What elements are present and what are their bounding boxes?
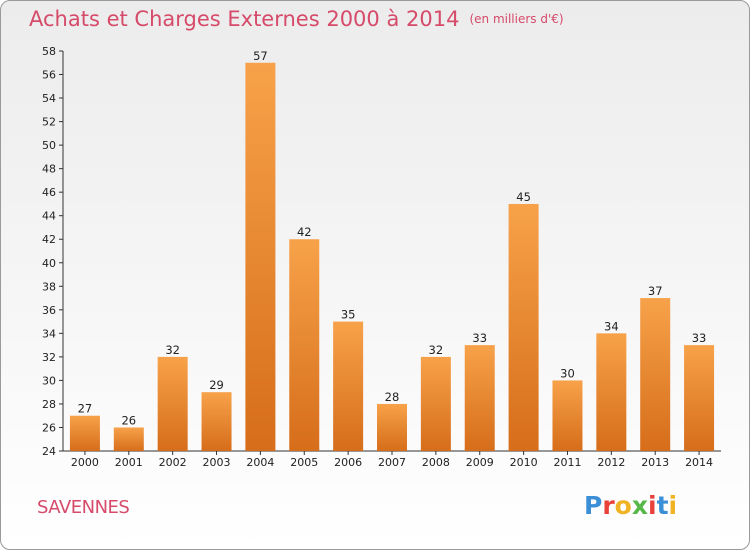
value-label-2003: 29 xyxy=(209,378,224,392)
value-label-2002: 32 xyxy=(165,343,180,357)
value-label-2008: 32 xyxy=(429,343,444,357)
logo-letter: P xyxy=(584,491,603,520)
bar-2005 xyxy=(289,239,320,451)
value-label-2014: 33 xyxy=(692,331,707,345)
y-tick-label: 34 xyxy=(42,327,56,340)
bar-2010 xyxy=(508,203,539,451)
axes: 24 26 28 30 32 34 36 38 40 42 44 46 48 50 52 54 56 58 2000… xyxy=(42,45,721,469)
x-tick-label: 2006 xyxy=(334,456,362,469)
proxiti-logo: Proxiti xyxy=(584,491,677,520)
x-tick-label: 2007 xyxy=(378,456,406,469)
y-tick-label: 24 xyxy=(42,445,56,458)
value-label-2010: 45 xyxy=(516,190,531,204)
x-tick-label: 2005 xyxy=(290,456,318,469)
y-tick-label: 40 xyxy=(42,257,56,270)
data-labels: 27 26 32 29 57 42 35 28 32 33 45 30 34 37 33 xyxy=(78,49,707,428)
y-tick-label: 56 xyxy=(42,69,56,82)
y-tick-label: 44 xyxy=(42,210,56,223)
bar-2003 xyxy=(201,392,232,451)
logo-letter: t xyxy=(656,491,669,520)
y-tick-label: 30 xyxy=(42,374,56,387)
logo-letter: i xyxy=(648,491,657,520)
y-tick-label: 36 xyxy=(42,304,56,317)
value-label-2011: 30 xyxy=(560,366,575,380)
logo-letter: i xyxy=(668,491,678,520)
value-label-2004: 57 xyxy=(253,49,268,63)
bars xyxy=(69,62,715,451)
x-tick-label: 2001 xyxy=(115,456,143,469)
y-tick-label: 58 xyxy=(42,45,56,58)
city-name: SAVENNES xyxy=(37,497,130,518)
x-tick-label: 2004 xyxy=(246,456,274,469)
value-label-2005: 42 xyxy=(297,225,312,239)
y-tick-label: 28 xyxy=(42,398,56,411)
bar-2014 xyxy=(684,345,715,451)
x-tick-label: 2008 xyxy=(422,456,450,469)
x-tick-label: 2012 xyxy=(597,456,625,469)
bar-2008 xyxy=(420,356,451,451)
title-unit: (en milliers d'€) xyxy=(469,12,564,26)
logo-letter: r xyxy=(602,491,615,520)
bar-2007 xyxy=(377,403,407,451)
y-tick-label: 54 xyxy=(42,92,56,105)
y-tick-label: 38 xyxy=(42,280,56,293)
value-label-2000: 27 xyxy=(78,402,93,416)
x-tick-label: 2009 xyxy=(466,456,494,469)
value-label-2012: 34 xyxy=(604,319,619,333)
bar-2001 xyxy=(113,427,144,451)
bar-2009 xyxy=(464,345,495,451)
title-text: Achats et Charges Externes 2000 à 2014 xyxy=(29,7,460,31)
value-label-2009: 33 xyxy=(472,331,487,345)
y-tick-label: 50 xyxy=(42,139,56,152)
bar-2002 xyxy=(157,356,188,451)
logo-letter: o xyxy=(614,491,632,520)
x-tick-label: 2002 xyxy=(159,456,187,469)
y-tick-label: 52 xyxy=(42,116,56,129)
value-label-2001: 26 xyxy=(121,413,136,427)
y-tick-label: 42 xyxy=(42,233,56,246)
value-label-2006: 35 xyxy=(341,308,356,322)
x-tick-label: 2000 xyxy=(71,456,99,469)
y-tick-label: 46 xyxy=(42,186,56,199)
y-tick-label: 26 xyxy=(42,421,56,434)
y-tick-label: 32 xyxy=(42,351,56,364)
bar-2006 xyxy=(333,321,364,451)
x-tick-label: 2013 xyxy=(641,456,669,469)
x-tick-label: 2003 xyxy=(203,456,231,469)
value-label-2013: 37 xyxy=(648,284,663,298)
bar-2000 xyxy=(69,415,100,451)
bar-2004 xyxy=(245,62,276,451)
chart-title: Achats et Charges Externes 2000 à 2014 (e… xyxy=(29,7,564,31)
x-tick-label: 2014 xyxy=(685,456,713,469)
bar-2013 xyxy=(640,298,671,451)
value-label-2007: 28 xyxy=(385,390,400,404)
x-tick-label: 2010 xyxy=(510,456,538,469)
bar-2011 xyxy=(552,380,583,451)
logo-letter: x xyxy=(631,491,648,520)
y-tick-label: 48 xyxy=(42,163,56,176)
x-tick-label: 2011 xyxy=(553,456,581,469)
bar-2012 xyxy=(596,333,627,451)
